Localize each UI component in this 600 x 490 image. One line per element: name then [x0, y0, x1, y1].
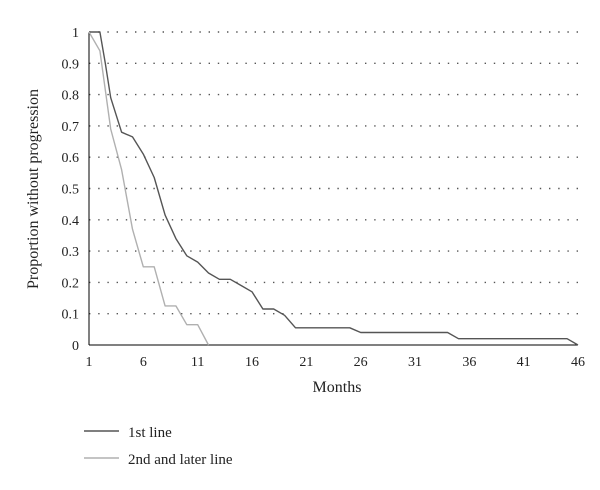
series-line-2nd-and-later-line: [88, 31, 210, 346]
grid: [89, 31, 578, 315]
series-line-1st-line: [89, 31, 579, 346]
y-axis-label: Proportion without progression: [25, 89, 42, 289]
x-tick-label: 46: [571, 355, 585, 370]
y-tick-label: 0.9: [62, 57, 80, 72]
y-tick-label: 0.5: [62, 183, 80, 198]
y-tick-label: 0.3: [62, 245, 80, 260]
y-tick-label: 0: [72, 339, 79, 354]
legend-label-2nd-and-later-line: 2nd and later line: [128, 452, 233, 468]
axes: [88, 32, 578, 346]
y-tick-label: 0.2: [62, 276, 80, 291]
y-tick-label: 1: [72, 26, 79, 41]
y-tick-label: 0.8: [62, 89, 80, 104]
x-tick-label: 11: [191, 355, 204, 370]
x-tick-label: 21: [299, 355, 313, 370]
x-tick-labels: 1 6 11 16 21 26 31 36 41 46: [86, 355, 586, 370]
y-tick-label: 0.6: [62, 151, 80, 166]
legend-label-1st-line: 1st line: [128, 425, 172, 441]
x-tick-label: 16: [245, 355, 259, 370]
x-axis-label: Months: [313, 379, 362, 396]
y-tick-label: 0.7: [62, 120, 80, 135]
legend: 1st line 2nd and later line: [84, 425, 233, 468]
series: [88, 31, 579, 346]
x-tick-label: 36: [462, 355, 476, 370]
y-tick-label: 0.1: [62, 308, 80, 323]
x-tick-label: 41: [517, 355, 531, 370]
x-tick-label: 1: [86, 355, 93, 370]
x-tick-label: 26: [354, 355, 368, 370]
y-tick-labels: 0 0.1 0.2 0.3 0.4 0.5 0.6 0.7 0.8 0.9 1: [62, 26, 80, 354]
y-tick-label: 0.4: [62, 214, 80, 229]
x-tick-label: 6: [140, 355, 147, 370]
x-tick-label: 31: [408, 355, 422, 370]
